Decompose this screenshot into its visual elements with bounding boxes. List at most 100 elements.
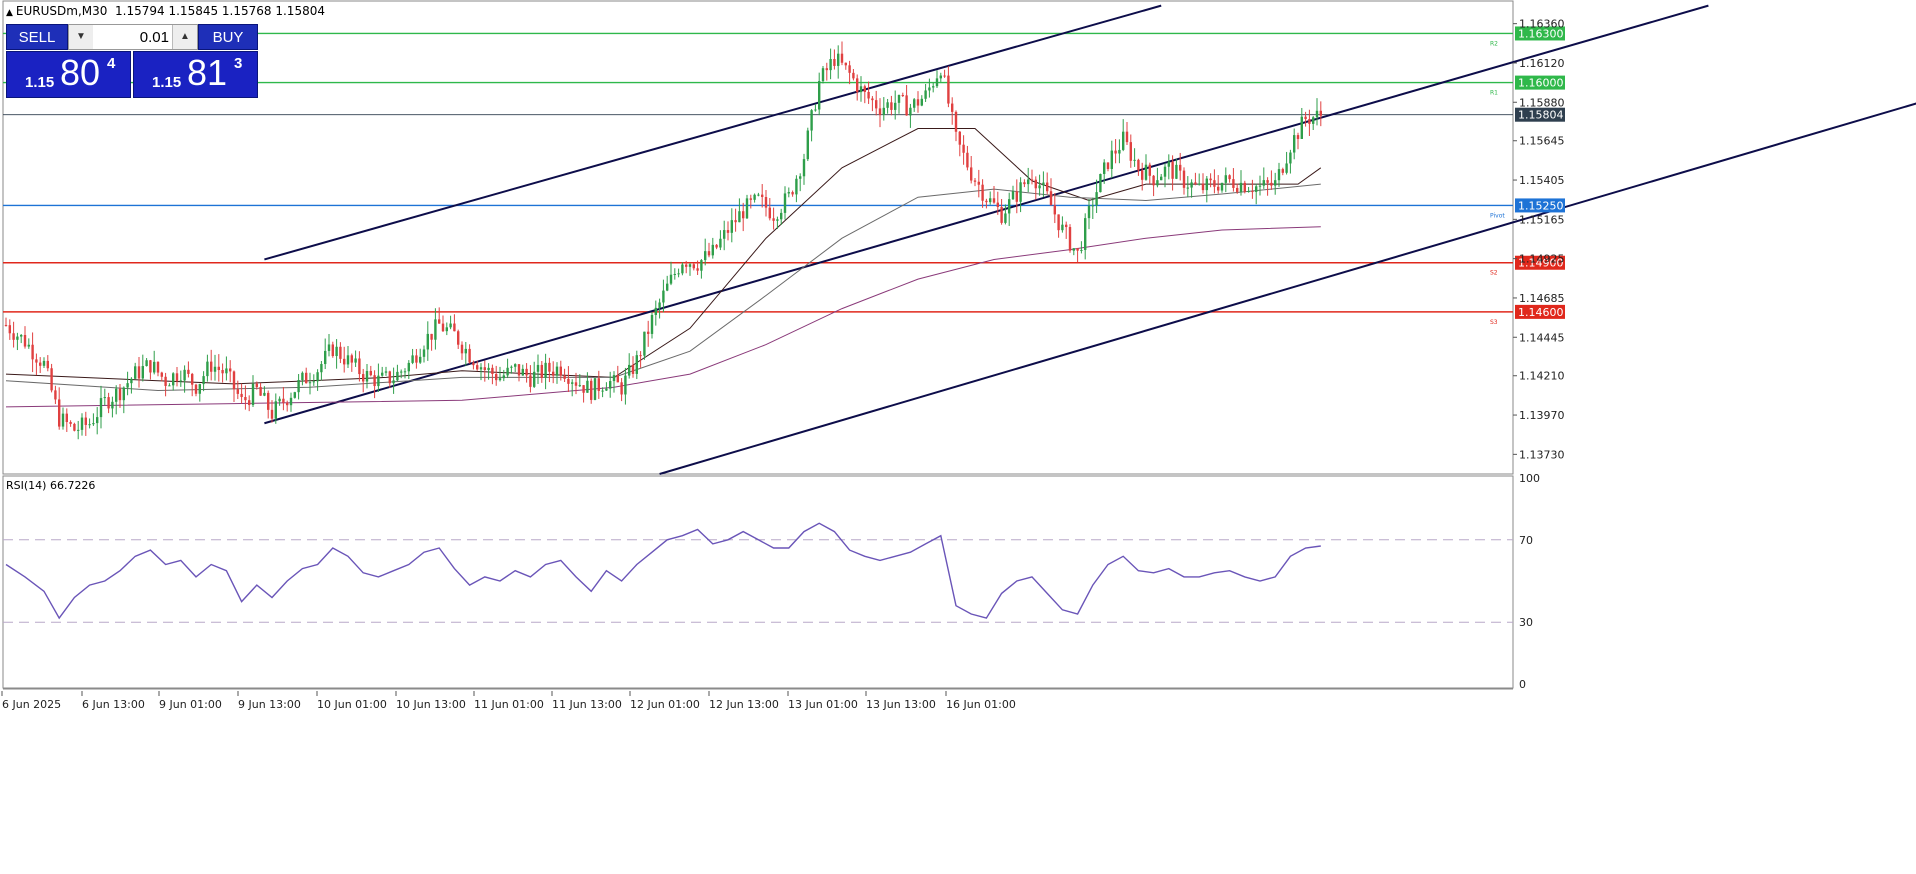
candle-body [848,65,851,73]
candle-body [438,319,441,324]
candle-body [324,350,327,365]
candle-body [141,366,144,379]
candle-body [909,107,912,116]
candle-body [529,375,532,387]
candle-body [609,381,612,389]
candle-body [780,212,783,220]
price-tick-label: 1.14445 [1519,331,1565,344]
candle-body [259,387,262,396]
candle-body [1198,183,1201,185]
candle-body [301,372,304,381]
candle-body [1277,169,1281,181]
time-tick-label: 11 Jun 01:00 [474,698,544,711]
candle-body [1194,182,1197,184]
candle-body [1258,185,1262,187]
candle-body [954,111,958,132]
candle-body [1000,206,1003,223]
candle-body [164,376,167,386]
candle-body [422,349,426,357]
candle-body [191,373,194,385]
candle-body [175,373,179,381]
candle-body [1156,180,1159,186]
candles [4,41,1322,440]
candle-body [350,355,353,363]
candle-body [92,423,95,425]
candle-body [768,207,771,219]
lot-decrease-icon[interactable]: ▼ [69,25,94,49]
candle-body [742,211,745,219]
candle-body [1247,191,1250,193]
candle-body [20,334,23,337]
candle-body [99,398,103,418]
candle-body [521,368,524,376]
candle-body [282,398,285,403]
candle-body [1270,182,1273,186]
time-tick-label: 12 Jun 01:00 [630,698,700,711]
candle-body [88,424,91,426]
candle-body [996,202,999,207]
candle-body [1027,179,1030,185]
candle-body [1160,176,1163,181]
candle-body [1122,131,1125,150]
moving-average-line [5,183,1321,392]
candle-body [69,422,72,424]
candle-body [27,344,30,347]
candle-body [574,382,578,386]
candle-body [430,333,433,340]
candle-body [783,193,787,213]
candle-body [1201,183,1205,191]
candle-body [628,364,631,376]
candle-body [1232,179,1235,188]
price-tick-label: 1.15880 [1519,96,1565,109]
candle-body [905,95,908,116]
candle-body [274,401,277,419]
candle-body [981,184,984,201]
level-price-label: 1.15804 [1518,109,1564,122]
price-tick-label: 1.13970 [1519,409,1565,422]
candle-body [73,423,76,431]
candle-body [1144,164,1148,180]
candle-body [761,194,764,198]
candle-body [343,358,346,365]
candle-body [514,364,517,367]
candle-body [12,333,15,340]
lot-size-input[interactable] [93,25,173,49]
bid-price-display[interactable]: 1.15 80 4 [6,51,131,98]
time-tick-label: 11 Jun 13:00 [552,698,622,711]
candle-body [685,264,688,267]
candle-body [616,375,619,383]
ask-price-display[interactable]: 1.15 81 3 [133,51,258,98]
collapse-triangle-icon[interactable]: ▲ [6,8,13,18]
candle-body [1228,175,1231,180]
candle-body [80,417,84,430]
candle-body [358,358,361,375]
sell-button[interactable]: SELL [6,24,68,50]
channel-line [264,4,1162,261]
candle-body [1065,224,1068,228]
rsi-tick-label: 30 [1519,616,1533,629]
candle-body [1068,227,1072,251]
candle-body [601,390,604,392]
candle-body [1030,179,1034,181]
candle-body [1239,182,1243,192]
rsi-title: RSI(14) 66.7226 [6,479,95,492]
candle-body [236,389,239,394]
buy-button[interactable]: BUY [198,24,258,50]
candle-body [54,390,57,400]
candle-body [335,346,338,357]
candle-body [977,181,980,185]
candle-body [544,362,547,378]
candle-body [639,355,642,357]
candle-body [244,397,247,401]
level-tag: S2 [1490,270,1498,277]
candle-body [985,200,988,203]
candle-body [992,198,996,203]
candle-body [46,360,49,369]
candle-body [844,62,847,66]
lot-increase-icon[interactable]: ▲ [172,25,197,49]
candle-body [939,75,942,79]
candle-body [658,302,661,308]
price-tick-label: 1.14210 [1519,370,1565,383]
candle-body [225,368,228,374]
candle-body [206,361,209,377]
